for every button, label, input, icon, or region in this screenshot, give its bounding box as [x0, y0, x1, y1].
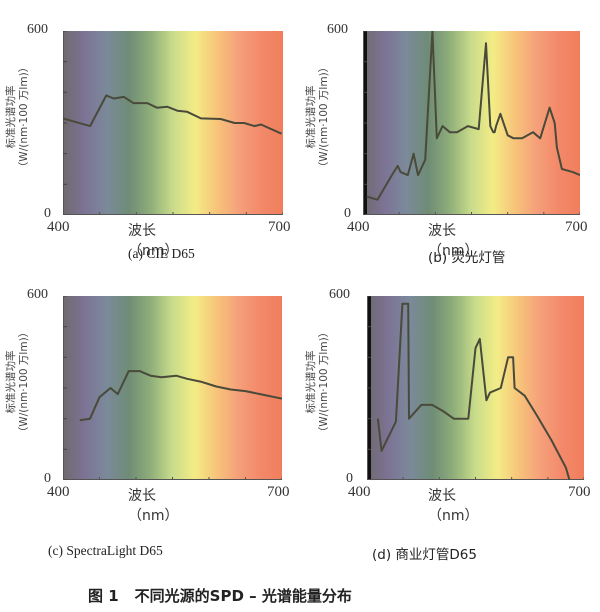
spectrum-line-chart-c: [63, 296, 282, 480]
spectrum-line-chart-d: [367, 296, 584, 480]
spd-curve: [366, 31, 580, 201]
spectrum-line-chart-b: [363, 31, 580, 215]
y-tick-min: 0: [44, 206, 51, 221]
plot-area-c: [63, 296, 282, 480]
subcaption-c: (c) SpectraLight D65: [48, 543, 163, 558]
spectrum-background: [363, 31, 580, 215]
subcaption-d: (d) 商业灯管D65: [372, 547, 477, 563]
x-tick-max: 700: [565, 219, 588, 235]
spectrum-line-chart-a: [63, 31, 283, 215]
y-tick-max: 600: [27, 287, 48, 302]
spd-curve: [63, 94, 282, 135]
spectrum-background: [367, 296, 584, 480]
spectrum-background: [63, 31, 283, 215]
x-tick-min: 400: [347, 219, 370, 235]
plot-area-d: [367, 296, 584, 480]
x-axis-label: 波长（nm）: [428, 488, 479, 524]
spd-curve: [79, 370, 282, 422]
x-tick-max: 700: [267, 484, 290, 500]
y-tick-max: 600: [327, 22, 348, 37]
y-tick-min: 0: [44, 471, 51, 486]
x-tick-min: 400: [348, 484, 371, 500]
x-axis-label: 波长（nm）: [128, 488, 179, 524]
figure-number: 图 1: [88, 587, 119, 605]
figure-caption: 图 1 不同光源的SPD – 光谱能量分布: [88, 585, 352, 606]
plot-area-b: [363, 31, 580, 215]
y-tick-min: 0: [346, 471, 353, 486]
y-axis-label: 标准光谱功率 （W/(nm·100 万lm)）: [305, 61, 330, 173]
x-axis-label: 波长（nm）: [128, 223, 179, 259]
subcaption-a: (a) CIE D65: [128, 246, 195, 261]
figure-title: 不同光源的SPD – 光谱能量分布: [134, 587, 352, 605]
y-tick-max: 600: [27, 22, 48, 37]
y-axis-label: 标准光谱功率 （W/(nm·100 万lm)）: [5, 61, 30, 173]
x-axis-label: 波长（nm）: [428, 223, 479, 259]
x-tick-min: 400: [47, 219, 70, 235]
y-tick-min: 0: [344, 206, 351, 221]
y-axis-label: 标准光谱功率 （W/(nm·100 万lm)）: [5, 326, 30, 438]
spd-curve: [376, 302, 571, 480]
y-axis-label: 标准光谱功率 （W/(nm·100 万lm)）: [305, 326, 330, 438]
plot-area-a: [63, 31, 283, 215]
x-tick-min: 400: [47, 484, 70, 500]
x-tick-max: 700: [568, 484, 591, 500]
x-tick-max: 700: [268, 219, 291, 235]
y-tick-max: 600: [329, 287, 350, 302]
subcaption-b: (b) 荧光灯管: [428, 250, 506, 266]
spectrum-background: [63, 296, 282, 480]
